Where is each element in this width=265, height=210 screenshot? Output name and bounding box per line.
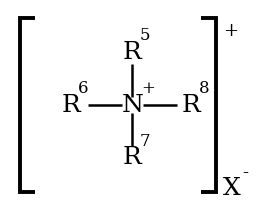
Text: 8: 8 [199, 80, 209, 97]
Text: -: - [242, 164, 248, 182]
Text: R: R [182, 93, 201, 117]
Text: R: R [123, 41, 142, 64]
Text: R: R [61, 93, 80, 117]
Text: +: + [141, 80, 155, 97]
Text: 7: 7 [140, 133, 151, 150]
Text: 5: 5 [140, 27, 150, 44]
Text: 6: 6 [78, 80, 89, 97]
Text: +: + [223, 22, 238, 40]
Text: X: X [223, 177, 241, 200]
Text: R: R [123, 146, 142, 169]
Text: N: N [122, 93, 143, 117]
